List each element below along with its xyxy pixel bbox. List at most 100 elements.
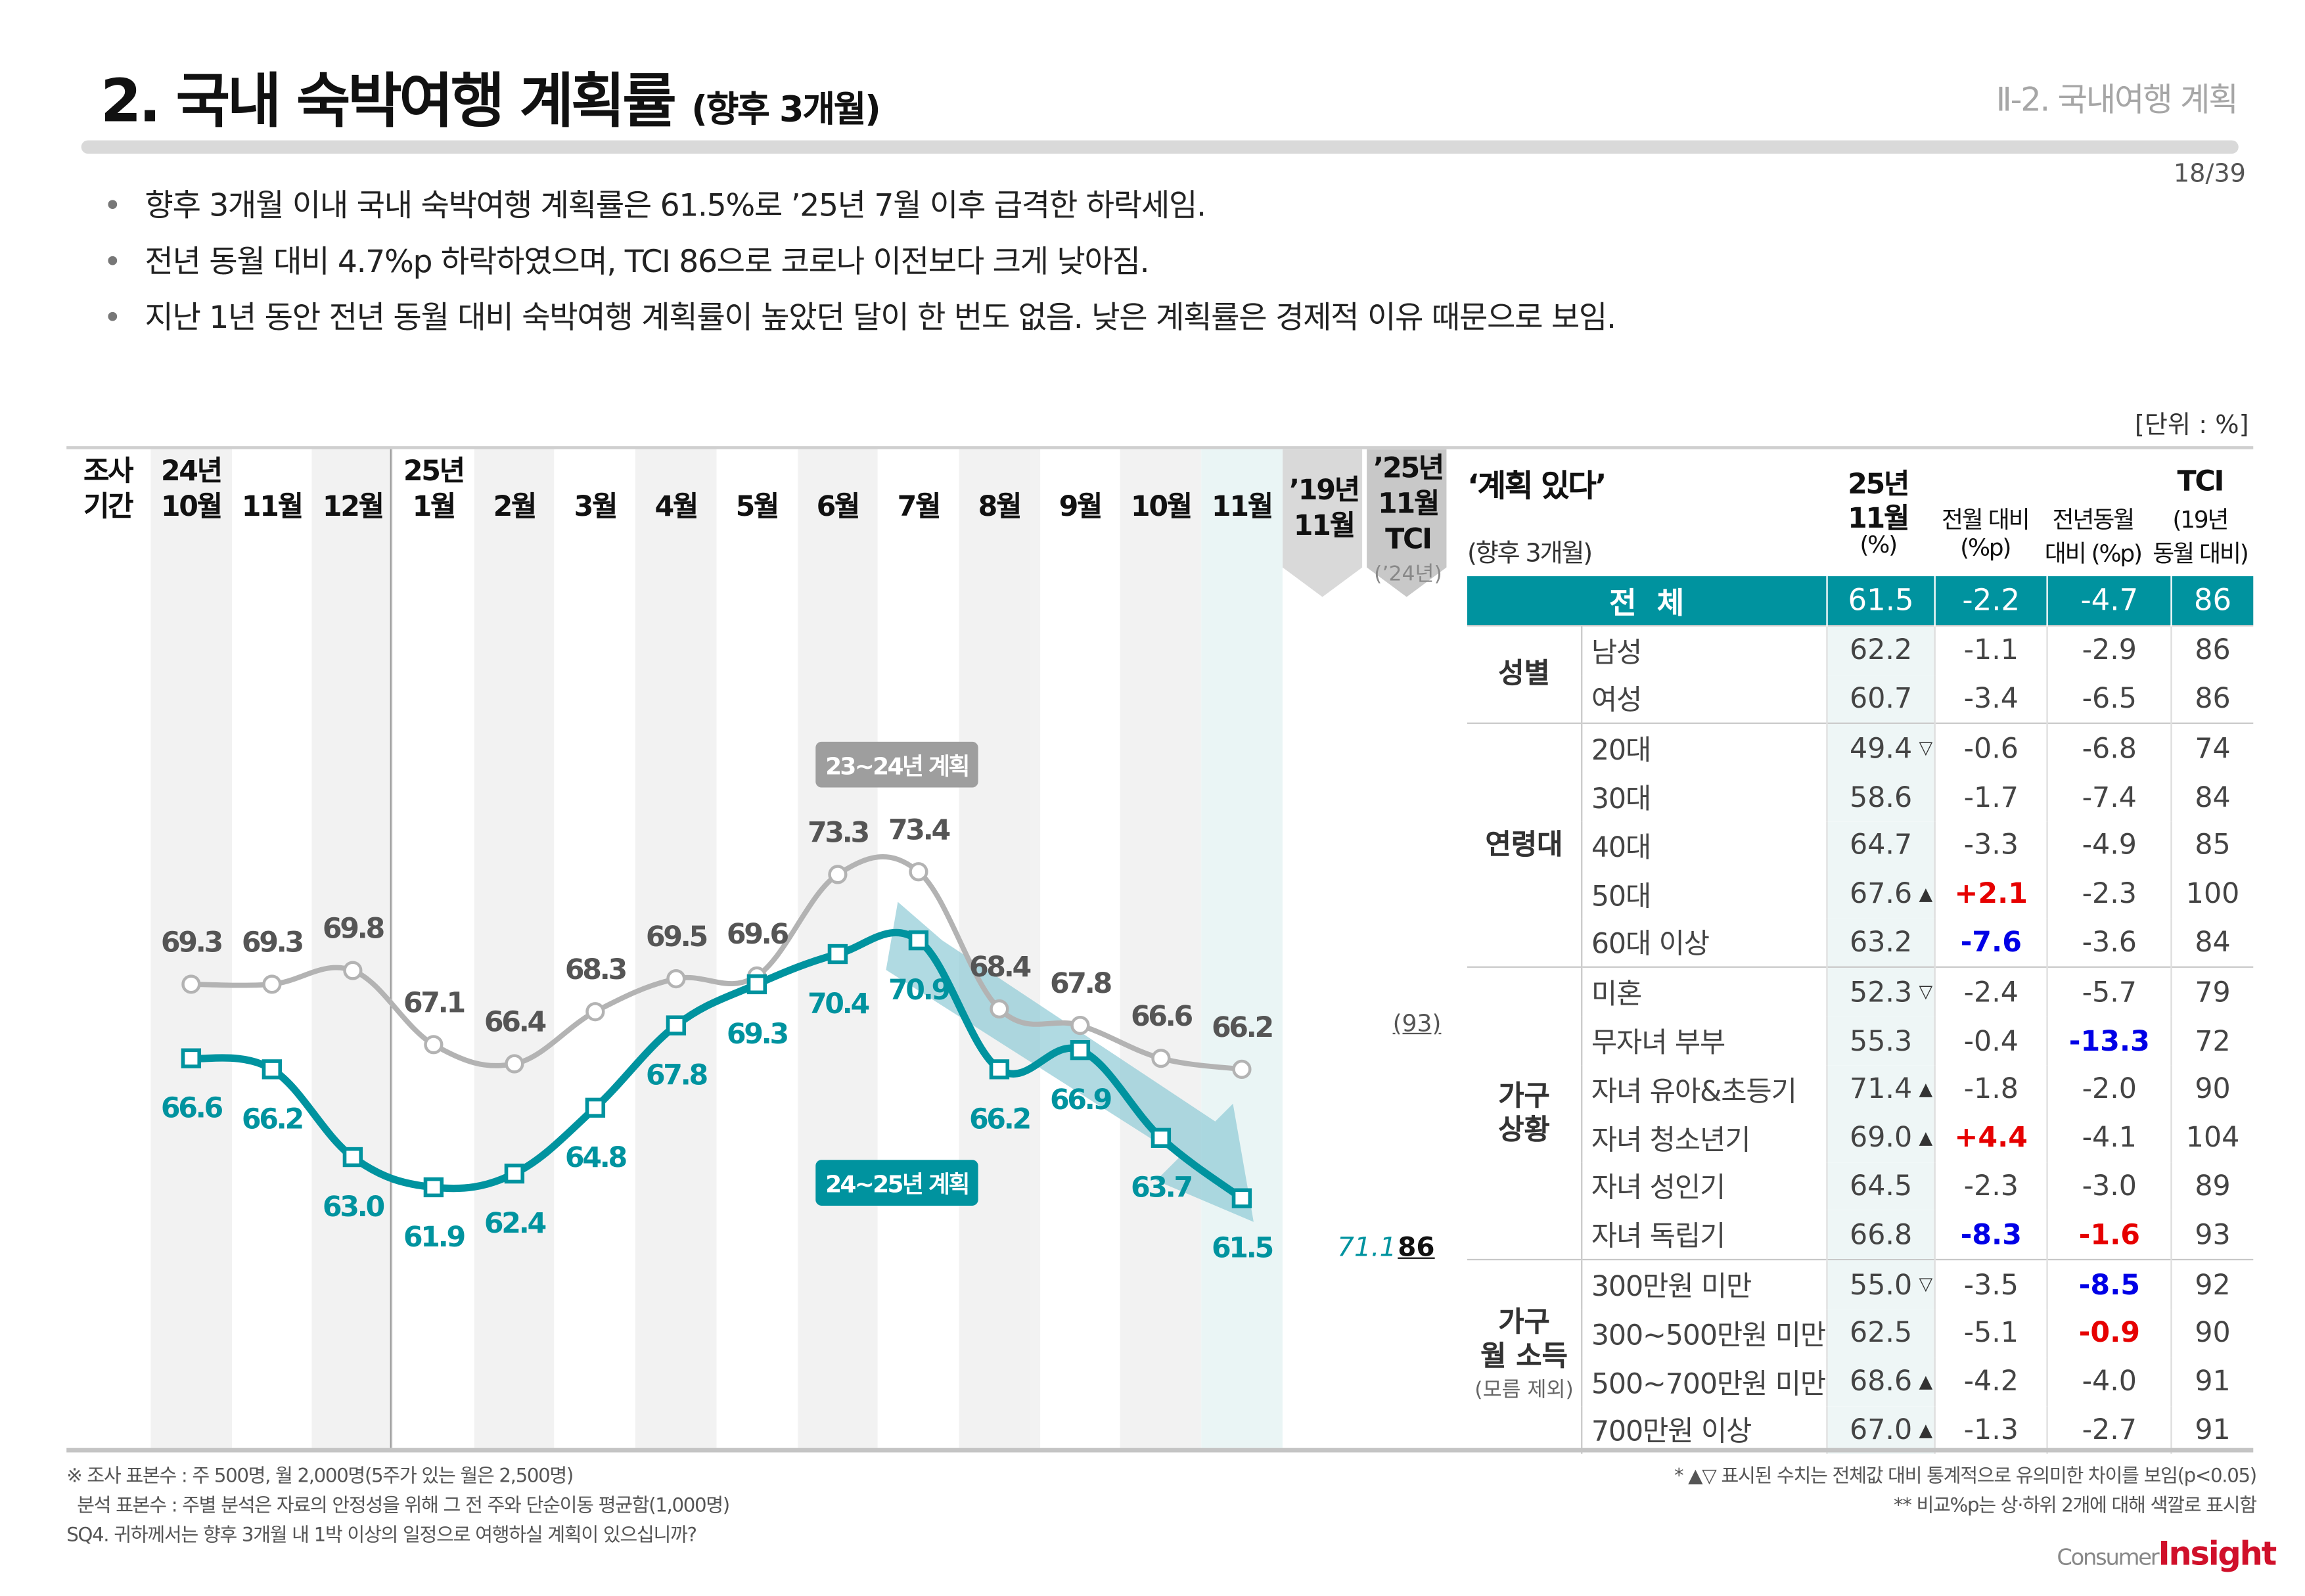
month-label: 3월: [574, 490, 618, 524]
yoy-cell: -2.0: [2047, 1065, 2172, 1114]
table-title: ‘계획 있다’: [1467, 468, 1607, 504]
row-label: 무자녀 부부: [1591, 1026, 1726, 1060]
mom-cell: -2.3: [1934, 1162, 2049, 1211]
month-column-bg: [312, 449, 394, 1448]
col-2019-header: ’19년: [1289, 474, 1360, 507]
yoy-cell: -6.8: [2047, 723, 2172, 773]
table-row: 여성 60.7 -3.4 -6.5 86: [1467, 674, 2253, 724]
mom-cell: -0.4: [1934, 1016, 2049, 1066]
data-label: 69.3: [242, 926, 303, 959]
yoy-cell: -2.3: [2047, 869, 2172, 919]
table-row: 300~500만원 미만 62.5 -5.1 -0.9 90: [1467, 1309, 2253, 1357]
series-legend-label: 24~25년 계획: [825, 1172, 969, 1198]
tci-cell: 93: [2195, 1218, 2231, 1252]
data-label: 70.4: [808, 988, 869, 1020]
month-label: 7월: [897, 490, 942, 524]
data-label: 66.2: [969, 1103, 1030, 1135]
data-point: [827, 944, 848, 965]
value-cell: 49.4 ▽: [1826, 723, 1936, 773]
data-point: [1151, 1128, 1172, 1148]
year-label: 25년: [403, 455, 465, 488]
footnotes-right: * ▲▽ 표시된 수치는 전체값 대비 통계적으로 유의미한 차이를 보임(p<…: [1674, 1463, 2257, 1522]
row-label: 남성: [1582, 624, 1827, 675]
group-label: 가구 월 소득 (모름 제외): [1467, 1259, 1583, 1455]
data-label: 69.6: [727, 918, 788, 951]
month-column-bg: [231, 449, 313, 1448]
data-point: [181, 974, 201, 994]
significant-up-icon: ▲: [1919, 1419, 1933, 1440]
value-cell: 62.5: [1826, 1309, 1936, 1357]
tci-cell: 89: [2195, 1170, 2231, 1203]
tci-cell: 74: [2171, 723, 2254, 773]
data-label: 61.9: [403, 1221, 465, 1254]
series-legend-box: [815, 1160, 978, 1206]
footnotes-left: ※ 조사 표본수 : 주 500명, 월 2,000명(5주가 있는 월은 2,…: [66, 1463, 730, 1551]
row-label: 700만원 이상: [1591, 1416, 1752, 1449]
value-text: 67.6: [1850, 878, 1913, 911]
table-row: 30대 58.6 -1.7 -7.4 84: [1467, 773, 2253, 822]
significant-down-icon: ▽: [1919, 1273, 1933, 1295]
data-label: 63.0: [323, 1191, 384, 1223]
value-cell: 60.7: [1826, 674, 1936, 724]
data-point: [181, 1048, 202, 1068]
data-label: 68.3: [565, 953, 626, 986]
total-value: -2.2: [1934, 576, 2047, 626]
tci-cell: 100: [2185, 878, 2240, 911]
data-point: [424, 1035, 444, 1055]
section-label: Ⅱ-2. 국내여행 계획: [1996, 82, 2239, 120]
row-label: 300~500만원 미만: [1591, 1319, 1826, 1352]
data-label: 69.3: [727, 1018, 788, 1051]
month-column-bg: [474, 449, 555, 1448]
column-header: TCI: [2177, 465, 2224, 498]
col-tci-header: TCI: [1385, 523, 1432, 556]
significant-up-icon: ▲: [1919, 1127, 1933, 1148]
data-point: [746, 974, 767, 995]
data-point: [1070, 1015, 1090, 1036]
tci-cell: 90: [2195, 1073, 2231, 1106]
data-label: 73.3: [808, 816, 869, 849]
group-label: 가구 상황: [1467, 967, 1583, 1260]
value-text: 49.4: [1850, 732, 1913, 765]
significant-up-icon: ▲: [1919, 1078, 1933, 1099]
month-label: 1월: [412, 490, 457, 524]
value-tci: 86: [1398, 1232, 1435, 1264]
title-suffix: (향후 3개월): [691, 88, 881, 130]
data-label: 66.9: [1050, 1083, 1111, 1116]
consumer-insight-logo: ConsumerInsight: [2057, 1537, 2277, 1574]
yoy-cell: -4.0: [2047, 1357, 2172, 1406]
mom-cell: +4.4: [1934, 1113, 2049, 1162]
column-header: 동월 대비): [2153, 539, 2249, 568]
data-label: 66.2: [1212, 1011, 1273, 1044]
series-legend-box: [815, 741, 978, 788]
month-label: 11월: [241, 490, 304, 524]
data-point: [343, 961, 363, 980]
bullet-item: • 전년 동월 대비 4.7%p 하락하였으며, TCI 86으로 코로나 이전보…: [103, 244, 1149, 280]
row-label: 40대: [1591, 831, 1651, 865]
row-label: 60대 이상: [1591, 928, 1710, 961]
line-chart: 69.3 69.3 69.8 67.1 66.4 68.3 69.5 69.6 73.3 73.4…: [161, 741, 1275, 1265]
data-label: 67.8: [646, 1059, 708, 1092]
mom-cell: -1.3: [1934, 1405, 2049, 1455]
data-point: [666, 969, 686, 989]
group-label-text: 연령대: [1485, 829, 1563, 861]
data-point: [666, 1015, 687, 1036]
row-label: 자녀 유아&초등기: [1591, 1075, 1797, 1108]
table-row: 자녀 독립기 66.8 -8.3 -1.6 93: [1467, 1210, 2253, 1260]
data-point: [585, 1097, 606, 1118]
value-tci-ref: (93): [1392, 1009, 1442, 1037]
col-tci-subheader: (’24년): [1374, 562, 1442, 587]
month-label: 5월: [735, 490, 780, 524]
chevron-header-2019: [1282, 449, 1363, 597]
significant-up-icon: ▲: [1919, 883, 1933, 904]
footnote: * ▲▽ 표시된 수치는 전체값 대비 통계적으로 유의미한 차이를 보임(p<…: [1674, 1465, 2257, 1488]
mom-cell: -4.2: [1934, 1357, 2049, 1406]
mom-cell: -3.4: [1934, 674, 2049, 724]
value-text: 63.2: [1850, 926, 1913, 959]
data-point: [989, 1059, 1010, 1080]
data-label: 68.4: [969, 951, 1031, 984]
data-label: 66.4: [484, 1006, 546, 1039]
data-point: [990, 999, 1009, 1019]
row-label: 자녀 성인기: [1591, 1172, 1726, 1205]
mom-cell: -1.7: [1934, 773, 2049, 822]
